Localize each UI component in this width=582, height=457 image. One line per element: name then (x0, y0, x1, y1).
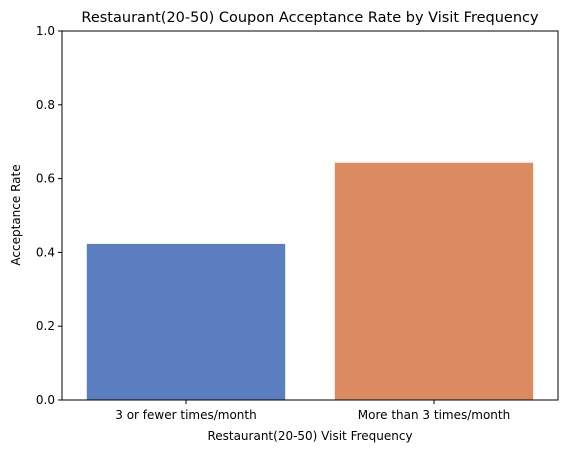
plot-area: 3 or fewer times/month More than 3 times/… (36, 24, 558, 422)
x-tick-label: 3 or fewer times/month (115, 408, 256, 422)
chart-title: Restaurant(20-50) Coupon Acceptance Rate… (81, 10, 539, 26)
x-tick-label: More than 3 times/month (358, 408, 510, 422)
y-tick-label: 0.8 (36, 98, 55, 112)
y-tick-label: 0.6 (36, 172, 55, 186)
bar-2 (335, 163, 533, 400)
y-tick-label: 0.2 (36, 319, 55, 333)
y-axis-label: Acceptance Rate (9, 164, 23, 265)
bar-1 (87, 244, 285, 400)
y-tick-label: 0.4 (36, 245, 55, 259)
y-tick-label: 0.0 (36, 393, 55, 407)
y-tick-label: 1.0 (36, 24, 55, 38)
x-axis-label: Restaurant(20-50) Visit Frequency (207, 429, 412, 443)
